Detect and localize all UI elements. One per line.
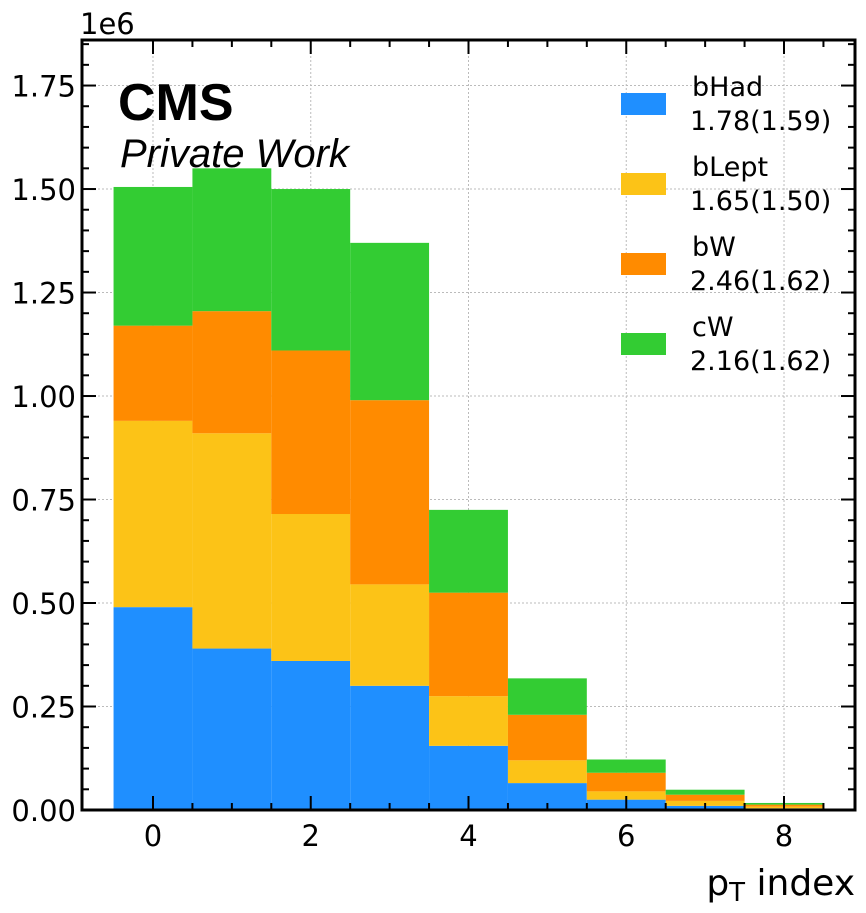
x-axis-title-main: p bbox=[706, 863, 729, 904]
bar-cW-bin-2 bbox=[271, 189, 351, 351]
bar-bW-bin-3 bbox=[350, 400, 430, 585]
x-axis-title-rest: index bbox=[745, 863, 855, 904]
x-axis-title: pT index bbox=[706, 863, 855, 908]
legend-swatch-bW bbox=[621, 253, 666, 275]
y-tick-label: 1.50 bbox=[11, 173, 76, 207]
legend-stat-bLept: 1.65(1.50) bbox=[690, 186, 831, 217]
y-tick-label: 1.25 bbox=[11, 277, 76, 311]
y-tick-label: 0.00 bbox=[11, 794, 76, 828]
bar-bLept-bin-6 bbox=[586, 791, 666, 800]
bar-cW-bin-3 bbox=[350, 242, 430, 401]
bar-bHad-bin-1 bbox=[192, 648, 272, 810]
y-tick-label: 1.00 bbox=[11, 380, 76, 414]
x-tick-label: 0 bbox=[144, 819, 162, 853]
bar-bLept-bin-1 bbox=[192, 433, 272, 649]
legend-swatch-bLept bbox=[621, 173, 666, 195]
bar-cW-bin-0 bbox=[113, 186, 193, 326]
bar-bW-bin-0 bbox=[113, 325, 193, 421]
bar-bLept-bin-4 bbox=[429, 696, 508, 746]
legend-swatch-cW bbox=[621, 333, 666, 355]
legend-name-bW: bW bbox=[692, 232, 736, 263]
legend-name-bLept: bLept bbox=[692, 152, 768, 183]
bar-bW-bin-2 bbox=[271, 350, 351, 515]
bar-bW-bin-6 bbox=[586, 772, 666, 792]
x-tick-label: 6 bbox=[617, 819, 635, 853]
legend-name-cW: cW bbox=[692, 312, 734, 343]
bar-bLept-bin-3 bbox=[350, 584, 430, 686]
y-offset-label: 1e6 bbox=[80, 7, 135, 41]
bar-bW-bin-7 bbox=[665, 794, 745, 801]
bar-cW-bin-1 bbox=[192, 168, 272, 312]
tick-labels: 0 2 4 6 8 0.00 0.25 0.50 0.75 1.00 1.25 1.50 1.75 bbox=[11, 70, 793, 853]
bar-bW-bin-5 bbox=[507, 714, 587, 761]
y-tick-label: 0.75 bbox=[11, 484, 76, 518]
x-tick-label: 4 bbox=[459, 819, 477, 853]
plot-frame bbox=[80, 38, 857, 812]
bar-bLept-bin-2 bbox=[271, 514, 351, 661]
bar-bW-bin-4 bbox=[429, 592, 508, 697]
y-tick-label: 1.75 bbox=[11, 70, 76, 104]
bar-bHad-bin-0 bbox=[113, 607, 193, 810]
bar-bW-bin-1 bbox=[192, 311, 272, 434]
x-tick-label: 8 bbox=[775, 819, 793, 853]
legend-name-bHad: bHad bbox=[692, 72, 763, 103]
cms-sublabel: Private Work bbox=[120, 132, 351, 176]
cms-label: CMS bbox=[118, 74, 234, 132]
histogram-bars bbox=[113, 168, 824, 810]
bar-bLept-bin-5 bbox=[507, 760, 587, 784]
y-tick-label: 0.25 bbox=[11, 691, 76, 725]
bar-cW-bin-6 bbox=[586, 759, 666, 773]
legend-stat-cW: 2.16(1.62) bbox=[690, 346, 831, 377]
bar-cW-bin-4 bbox=[429, 509, 508, 593]
legend-stat-bHad: 1.78(1.59) bbox=[690, 106, 831, 137]
y-tick-label: 0.50 bbox=[11, 587, 76, 621]
bar-bLept-bin-0 bbox=[113, 420, 193, 608]
legend-swatch-bHad bbox=[621, 93, 666, 115]
legend-stat-bW: 2.46(1.62) bbox=[690, 266, 831, 297]
bar-cW-bin-7 bbox=[665, 789, 745, 795]
bar-bHad-bin-3 bbox=[350, 685, 430, 810]
x-tick-label: 2 bbox=[302, 819, 320, 853]
x-axis-title-subscript: T bbox=[728, 878, 745, 908]
bar-cW-bin-5 bbox=[507, 678, 587, 715]
bar-bHad-bin-2 bbox=[271, 660, 351, 810]
